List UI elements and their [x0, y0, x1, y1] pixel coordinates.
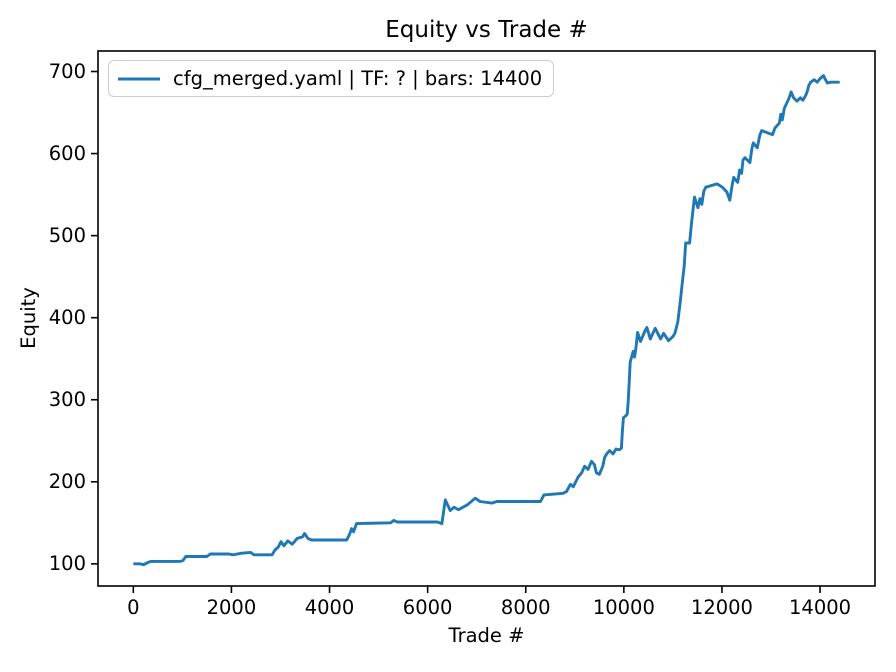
y-tick-label: 600: [48, 141, 86, 165]
y-tick-label: 300: [48, 387, 86, 411]
y-tick-label: 400: [48, 305, 86, 329]
legend-label: cfg_merged.yaml | TF: ? | bars: 14400: [173, 67, 543, 90]
legend-line-sample-icon: [118, 77, 160, 80]
x-tick-label: 6000: [402, 596, 453, 619]
x-tick-label: 0: [127, 596, 140, 619]
y-tick-label: 200: [48, 469, 86, 493]
y-tick-label: 500: [48, 223, 86, 247]
y-tick-label: 100: [48, 551, 86, 575]
x-tick-label: 4000: [304, 596, 355, 619]
x-axis-label: Trade #: [448, 624, 525, 647]
x-tick-label: 8000: [500, 596, 551, 619]
x-tick-label: 2000: [206, 596, 257, 619]
chart-title: Equity vs Trade #: [385, 17, 588, 43]
axes-spines: [97, 50, 876, 587]
x-tick-label: 14000: [789, 596, 852, 619]
equity-line: [133, 74, 840, 567]
x-tick-label: 10000: [592, 596, 655, 619]
x-tick-label: 12000: [690, 596, 753, 619]
legend: cfg_merged.yaml | TF: ? | bars: 14400: [108, 60, 555, 97]
y-tick-label: 700: [48, 59, 86, 83]
